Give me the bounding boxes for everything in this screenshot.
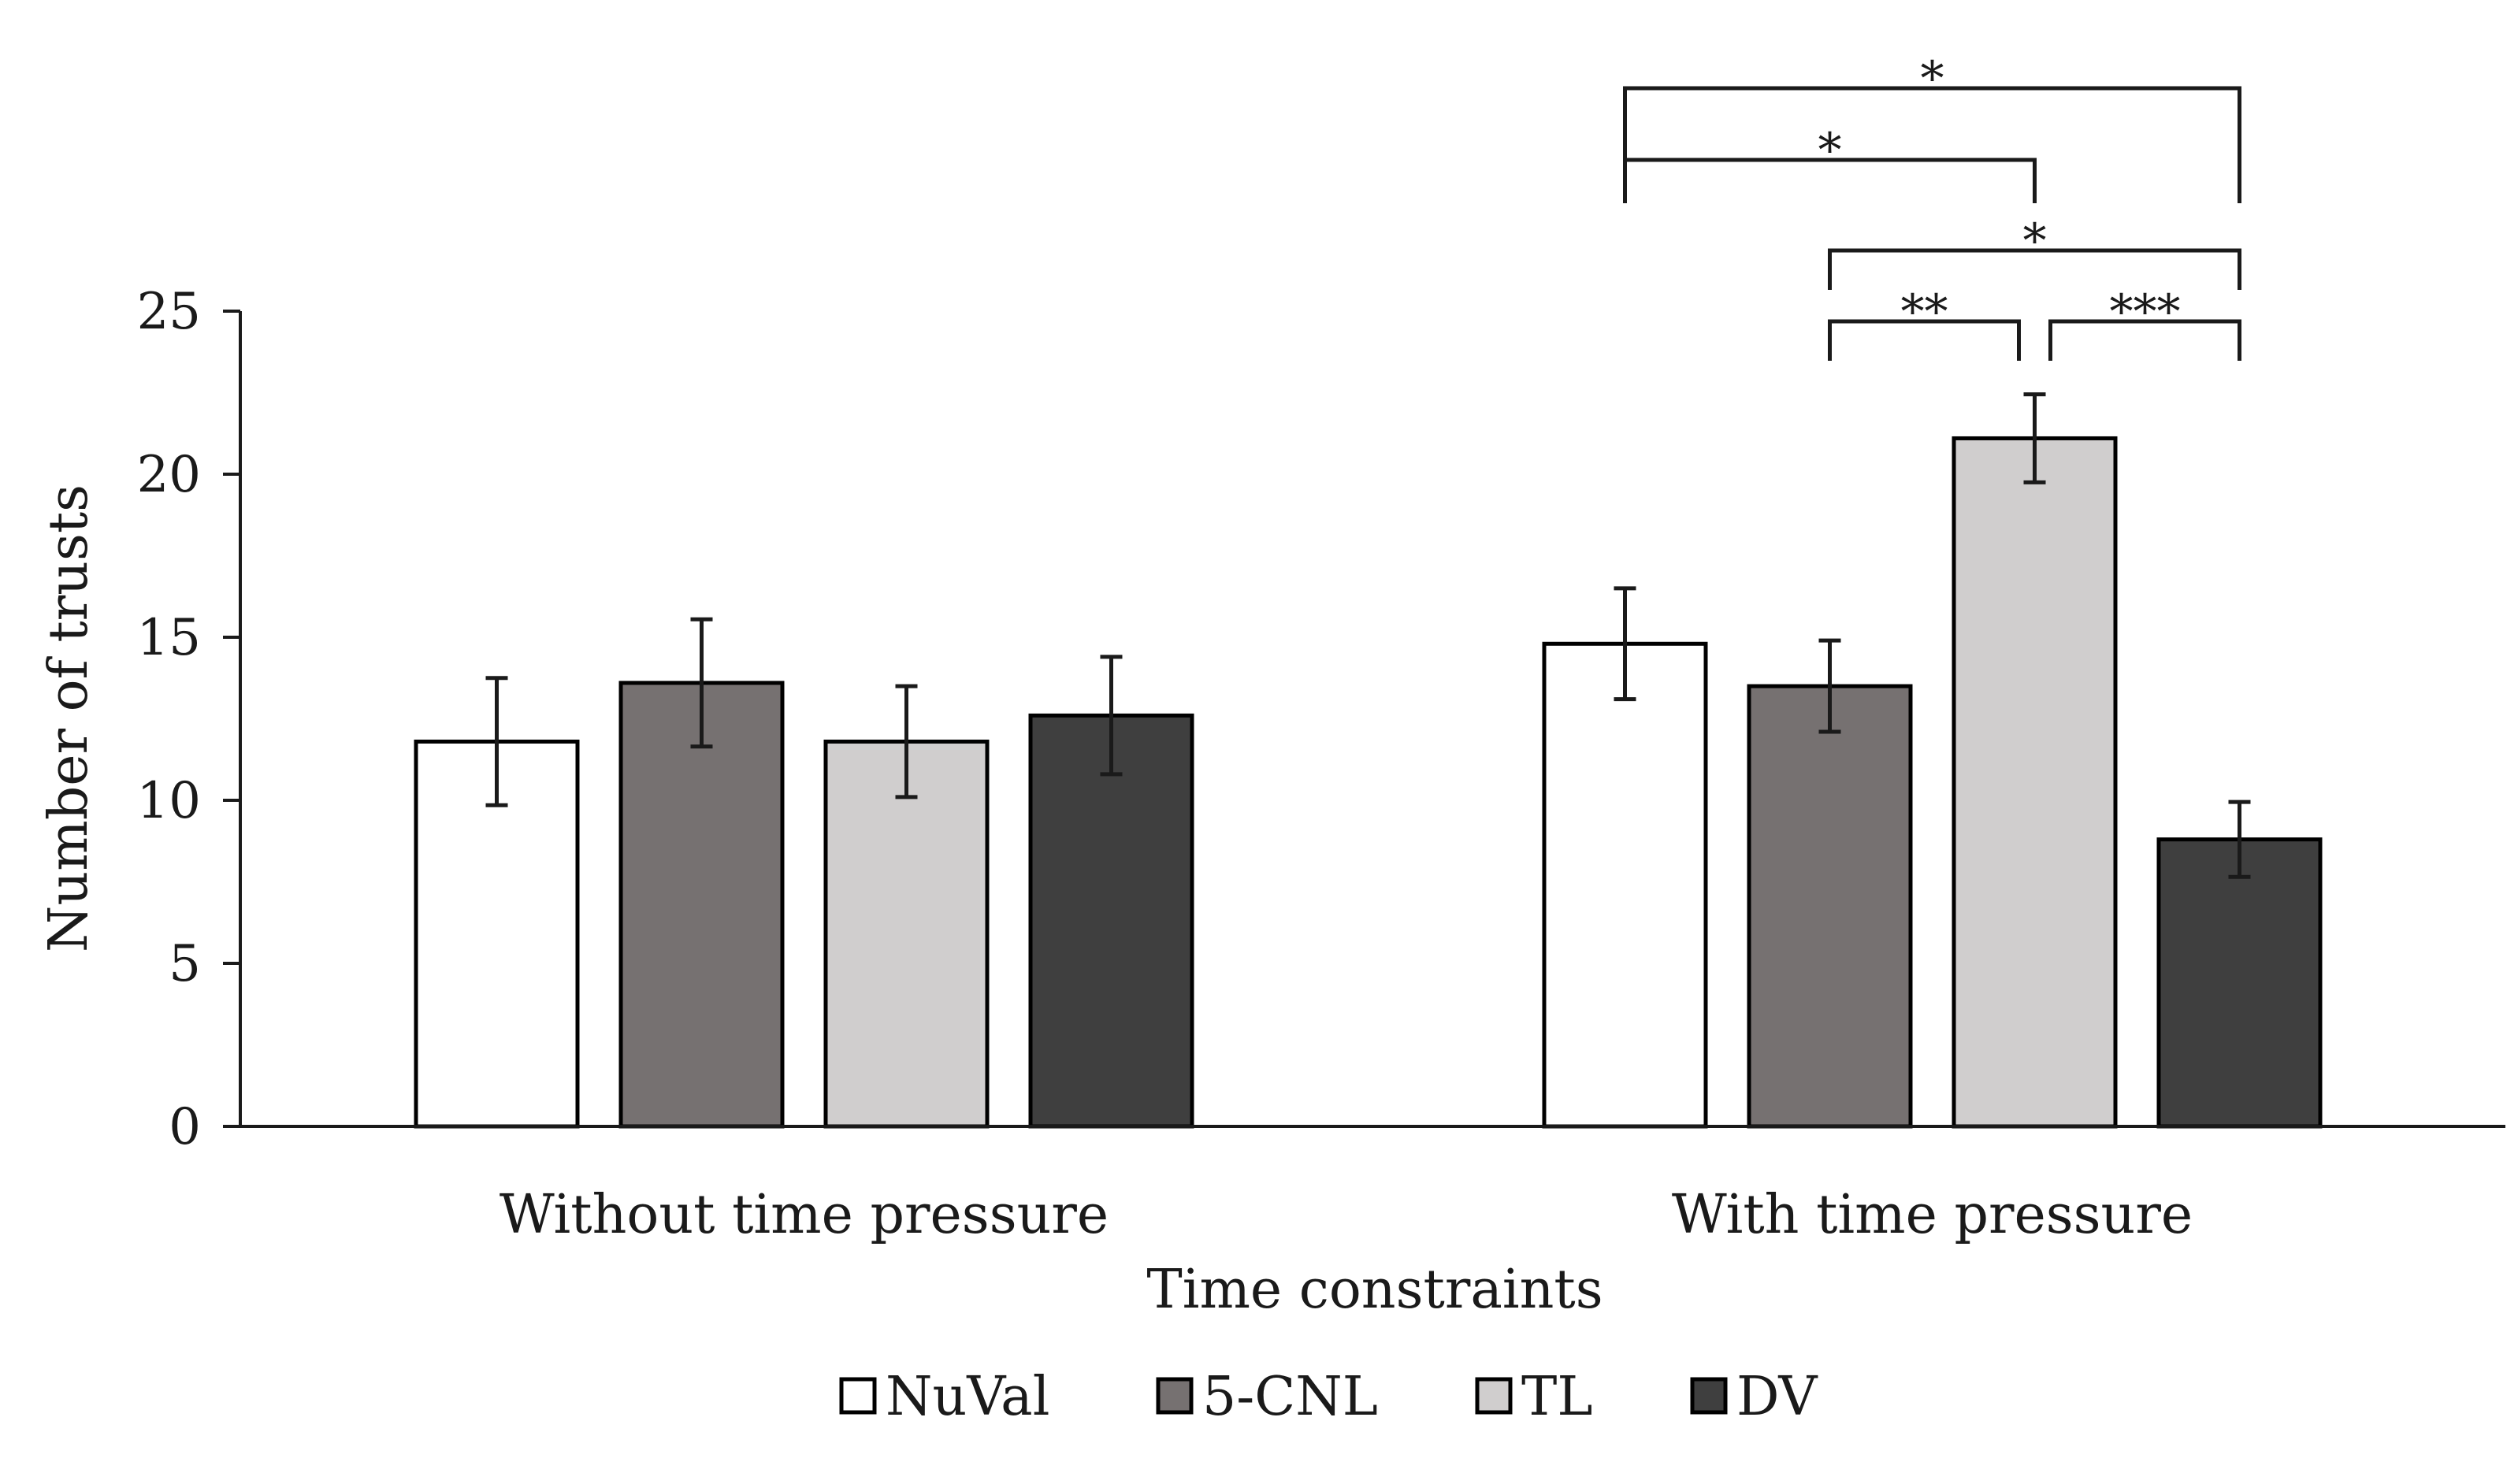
y-ticks: 0 5 10 15 20 25 [137, 283, 240, 1156]
significance-layer: ***** *** [1623, 51, 2241, 361]
bar-tl [823, 739, 990, 1129]
bar-5-cnl [1747, 684, 1913, 1129]
significance-label: ** [1901, 284, 1948, 339]
significance-bracket [1623, 158, 2037, 203]
legend-swatch-tl [1475, 1377, 1513, 1415]
axes [239, 311, 2505, 1128]
error-bars-layer [485, 392, 2251, 879]
significance-bracket [1828, 248, 2241, 290]
x-axis-title: Time constraints [1146, 1259, 1603, 1321]
legend-swatch-5-cnl [1156, 1377, 1194, 1415]
y-tick-label: 5 [169, 935, 201, 993]
significance-bracket [1623, 86, 2241, 203]
bar-5-cnl [618, 681, 785, 1129]
legend-swatch-nuval [839, 1377, 877, 1415]
category-label-without-time-pressure: Without time pressure [500, 1184, 1109, 1246]
category-label-with-time-pressure: With time pressure [1672, 1184, 2193, 1246]
bar-dv [1028, 713, 1194, 1129]
legend-swatch-dv [1690, 1377, 1728, 1415]
y-tick-label: 15 [137, 609, 201, 667]
significance-bracket [2048, 319, 2241, 361]
y-axis-title: Number of trusts [38, 484, 100, 952]
significance-label: * [2023, 213, 2047, 269]
significance-label: *** [2110, 284, 2181, 339]
significance-bracket [1828, 319, 2021, 361]
bar-dv [2156, 837, 2323, 1129]
bar-nuval [1542, 641, 1708, 1129]
significance-label: * [1818, 123, 1842, 178]
legend-label-nuval: NuVal [886, 1366, 1049, 1428]
bars-layer [414, 436, 2323, 1129]
significance-label: * [1921, 51, 1944, 106]
bar-tl [1952, 436, 2118, 1129]
y-tick-label: 25 [137, 283, 201, 341]
y-tick-label: 10 [137, 772, 201, 830]
legend-label-tl: TL [1521, 1366, 1593, 1428]
legend: NuVal 5-CNL TL DV [839, 1366, 1818, 1428]
y-tick-label: 20 [137, 446, 201, 504]
category-labels: Without time pressure With time pressure [500, 1184, 2193, 1246]
y-tick-label: 0 [169, 1098, 201, 1156]
legend-label-5-cnl: 5-CNL [1202, 1366, 1378, 1428]
legend-label-dv: DV [1736, 1366, 1818, 1428]
